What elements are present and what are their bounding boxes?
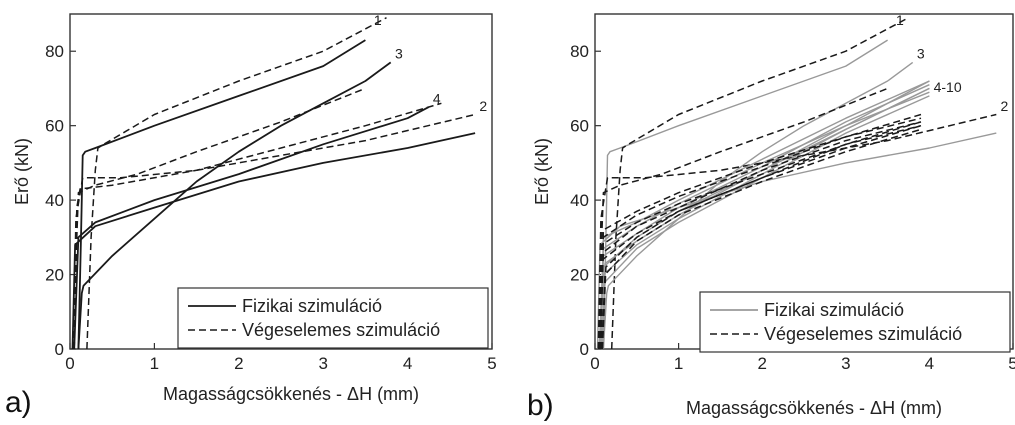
x-tick-label: 5 — [487, 354, 496, 373]
panel-b: 0 1 2 3 4 5 0 20 40 60 80 Magasságcsökkenés - ΔH (m… — [527, 12, 1015, 422]
x-tick-label: 1 — [674, 354, 683, 373]
x-tick-label: 3 — [841, 354, 850, 373]
x-tick-label: 1 — [150, 354, 159, 373]
x-tick-label: 4 — [925, 354, 934, 373]
legend-label: Végeselemes szimuláció — [764, 324, 962, 344]
series-line-3-dashed — [598, 87, 888, 349]
x-tick-label: 2 — [234, 354, 243, 373]
curve-label: 2 — [479, 98, 487, 114]
series-group — [596, 17, 997, 349]
series-group — [71, 17, 476, 349]
series-line-4-10-dashed — [600, 128, 922, 349]
x-tick-label: 5 — [1008, 354, 1015, 373]
series-line-4-dashed — [73, 102, 442, 349]
series-line-1-solid — [77, 39, 366, 349]
legend: Fizikai szimuláció Végeselemes szimuláció — [177, 287, 489, 349]
series-line-4-10-dashed — [601, 124, 922, 349]
curve-label: 1 — [896, 12, 904, 28]
y-tick-label: 20 — [570, 266, 589, 285]
legend-box — [177, 287, 489, 349]
curve-label: 4 — [433, 90, 441, 106]
series-line-2-solid — [71, 132, 476, 349]
y-axis-label: Erő (kN) — [532, 138, 552, 205]
y-tick-label: 60 — [45, 117, 64, 136]
x-tick-label: 0 — [65, 354, 74, 373]
y-tick-label: 60 — [570, 117, 589, 136]
panel-label: a) — [5, 386, 32, 419]
series-line-4-10-dashed — [599, 113, 922, 349]
legend-label: Végeselemes szimuláció — [242, 320, 440, 340]
legend-box — [699, 291, 1011, 353]
legend-label: Fizikai szimuláció — [764, 300, 904, 320]
series-line-3-solid — [77, 61, 392, 349]
y-tick-label: 40 — [570, 191, 589, 210]
plot-frame — [69, 13, 493, 350]
series-line-1-dashed — [86, 17, 387, 349]
curve-label: 4-10 — [934, 79, 962, 95]
legend: Fizikai szimuláció Végeselemes szimuláció — [699, 291, 1011, 353]
y-axis-label: Erő (kN) — [12, 138, 32, 205]
x-tick-label: 4 — [403, 354, 412, 373]
x-tick-label: 0 — [590, 354, 599, 373]
x-axis-label: Magasságcsökkenés - ΔH (mm) — [686, 398, 942, 418]
series-line-1-solid — [602, 39, 888, 349]
series-line-4-solid — [73, 106, 430, 349]
x-tick-label: 2 — [757, 354, 766, 373]
y-tick-label: 0 — [580, 340, 589, 359]
series-line-2-dashed — [72, 113, 476, 349]
y-tick-label: 80 — [45, 42, 64, 61]
y-tick-label: 80 — [570, 42, 589, 61]
y-tick-label: 20 — [45, 266, 64, 285]
curve-label: 2 — [1000, 98, 1008, 114]
legend-label: Fizikai szimuláció — [242, 296, 382, 316]
series-line-4-10-dashed — [598, 121, 922, 349]
x-axis-label: Magasságcsökkenés - ΔH (mm) — [163, 384, 419, 404]
series-line-1-dashed — [610, 17, 909, 349]
curve-label: 3 — [917, 46, 925, 62]
curve-label: 1 — [374, 12, 382, 28]
y-tick-label: 40 — [45, 191, 64, 210]
panel-a: 0 1 2 3 4 5 0 20 40 60 80 Magasságcsökkenés - ΔH (m… — [5, 12, 497, 419]
curve-label: 3 — [395, 46, 403, 62]
x-tick-label: 3 — [318, 354, 327, 373]
series-line-3-dashed — [73, 87, 366, 349]
panel-label: b) — [527, 389, 554, 422]
y-tick-label: 0 — [55, 340, 64, 359]
